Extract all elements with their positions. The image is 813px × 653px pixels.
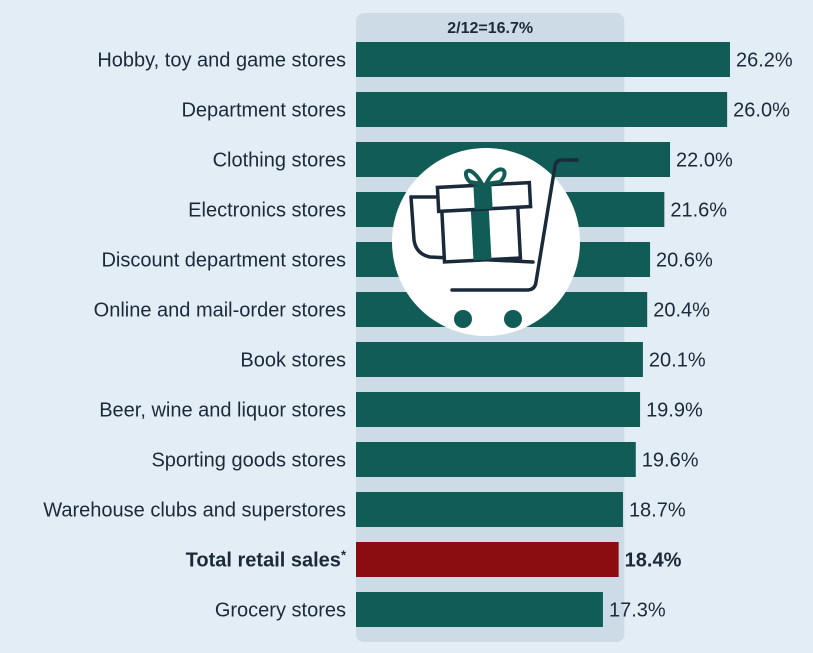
category-label: Electronics stores — [188, 200, 346, 222]
value-label: 20.1% — [649, 350, 706, 372]
value-labels: 26.2% 26.0% 22.0% 21.6% 20.6% 20.4% 20.1% 19.9%… — [609, 50, 793, 622]
bar — [356, 392, 641, 427]
value-label: 26.2% — [736, 50, 793, 72]
value-label: 21.6% — [670, 200, 727, 222]
category-label: Hobby, toy and game stores — [97, 50, 346, 72]
value-label: 26.0% — [733, 100, 790, 122]
bar — [356, 592, 603, 627]
value-label: 18.4% — [625, 550, 682, 572]
category-label: Book stores — [240, 350, 346, 372]
value-label: 22.0% — [676, 150, 733, 172]
bar — [356, 442, 636, 477]
value-label: 20.4% — [653, 300, 710, 322]
category-label: Beer, wine and liquor stores — [99, 400, 346, 422]
category-label: Sporting goods stores — [151, 450, 346, 472]
bar — [356, 492, 623, 527]
value-label: 20.6% — [656, 250, 713, 272]
category-label: Warehouse clubs and superstores — [43, 500, 346, 522]
category-label: Total retail sales* — [186, 548, 347, 572]
category-label: Grocery stores — [215, 600, 346, 622]
value-label: 18.7% — [629, 500, 686, 522]
bar — [356, 342, 643, 377]
bar — [356, 42, 730, 77]
category-labels: Hobby, toy and game stores Department sto… — [43, 50, 347, 622]
shopping-cart-with-gift-icon — [392, 148, 580, 336]
bar — [356, 92, 728, 127]
bar — [356, 542, 619, 577]
value-label: 19.9% — [646, 400, 703, 422]
category-label: Discount department stores — [101, 250, 346, 272]
reference-label: 2/12=16.7% — [447, 20, 533, 37]
category-label: Clothing stores — [213, 150, 346, 172]
value-label: 17.3% — [609, 600, 666, 622]
category-label: Online and mail-order stores — [94, 300, 346, 322]
value-label: 19.6% — [642, 450, 699, 472]
category-label: Department stores — [181, 100, 346, 122]
